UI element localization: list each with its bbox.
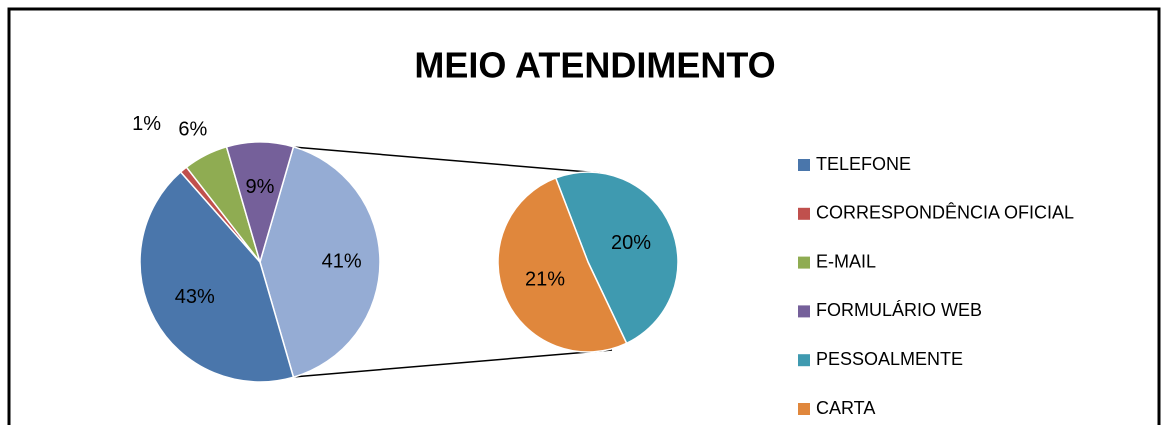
data-label: 9% xyxy=(246,176,275,198)
legend-label: E-MAIL xyxy=(816,251,876,271)
legend-swatch xyxy=(798,207,810,220)
connector-line xyxy=(292,349,613,378)
legend-swatch xyxy=(798,354,810,367)
data-label: 21% xyxy=(525,269,565,291)
chart-title: MEIO ATENDIMENTO xyxy=(414,45,775,86)
pie-slice xyxy=(259,145,381,379)
legend-swatch xyxy=(798,403,810,415)
legend-label: TELEFONE xyxy=(816,154,911,174)
pie-slice xyxy=(225,141,295,265)
legend-label: FORMULÁRIO WEB xyxy=(816,300,982,320)
data-label: 41% xyxy=(322,250,362,272)
data-label: 6% xyxy=(178,118,207,140)
pie-slice xyxy=(497,177,628,353)
data-label: 1% xyxy=(132,113,161,135)
legend-swatch xyxy=(798,159,810,171)
data-label: 43% xyxy=(175,286,215,308)
connector-line xyxy=(292,146,601,174)
pie-slice xyxy=(139,170,295,383)
legend-label: CARTA xyxy=(816,398,875,418)
legend-label: PESSOALMENTE xyxy=(816,349,963,369)
legend-swatch xyxy=(798,256,810,269)
legend-label: CORRESPONDÊNCIA OFICIAL xyxy=(816,203,1074,223)
data-label: 20% xyxy=(611,232,651,254)
pie-slice xyxy=(554,171,679,345)
legend-swatch xyxy=(798,305,810,318)
